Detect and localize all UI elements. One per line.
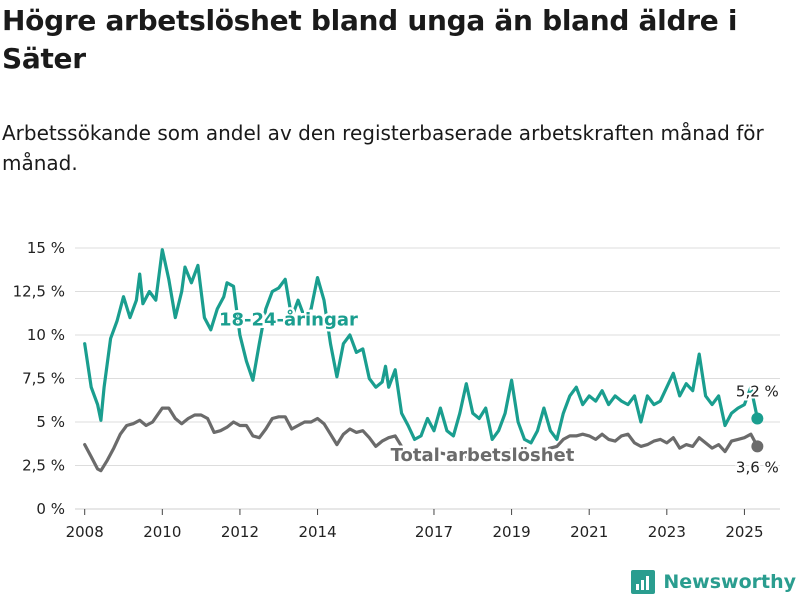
y-tick-label: 15 %: [27, 239, 65, 257]
x-tick-label: 2014: [298, 523, 336, 541]
x-tick-label: 2021: [570, 523, 608, 541]
x-tick-label: 2023: [648, 523, 686, 541]
x-tick-label: 2017: [415, 523, 453, 541]
brand-name: Newsworthy: [663, 571, 796, 593]
y-tick-label: 5 %: [36, 413, 65, 431]
x-tick-label: 2019: [492, 523, 530, 541]
y-tick-label: 0 %: [36, 500, 65, 518]
youth-end-label: 5,2 %: [736, 383, 779, 401]
total-end-point: [751, 440, 764, 453]
chart-title: Högre arbetslöshet bland unga än bland ä…: [2, 4, 738, 75]
line-chart: 0 %2,5 %5 %7,5 %10 %12,5 %15 % 2008 2010 2…: [13, 239, 781, 541]
series-lines: [83, 248, 759, 473]
total-series-line: [83, 406, 759, 473]
y-tick-label: 2,5 %: [22, 457, 65, 475]
series-labels: 5,2 % 3,6 % 18-24-åringar Total arbetslöshe…: [216, 306, 780, 479]
youth-series-label: 18-24-åringar: [219, 308, 358, 330]
x-tick-label: 2012: [221, 523, 259, 541]
total-end-label: 3,6 %: [736, 458, 779, 476]
y-tick-label: 10 %: [27, 326, 65, 344]
y-tick-label: 12,5 %: [13, 283, 65, 301]
gridlines: [75, 247, 780, 510]
newsworthy-brand: Newsworthy: [631, 570, 796, 594]
x-tick-label: 2010: [143, 523, 181, 541]
youth-end-point: [751, 412, 764, 425]
y-axis-ticks: 0 % 2,5 % 5 % 7,5 % 10 % 12,5 % 15 %: [13, 239, 65, 518]
newsworthy-logo-icon: [631, 570, 656, 594]
chart-subtitle: Arbetssökande som andel av den registerb…: [2, 121, 764, 175]
y-tick-label: 7,5 %: [22, 370, 65, 388]
x-tick-label: 2025: [725, 523, 763, 541]
total-series-label: Total arbetslöshet: [391, 445, 575, 466]
x-axis-ticks: 2008 2010 2012 2014 2017 2019 2021 2023 2025: [66, 509, 764, 541]
youth-series-line: [83, 248, 759, 445]
x-tick-label: 2008: [66, 523, 104, 541]
